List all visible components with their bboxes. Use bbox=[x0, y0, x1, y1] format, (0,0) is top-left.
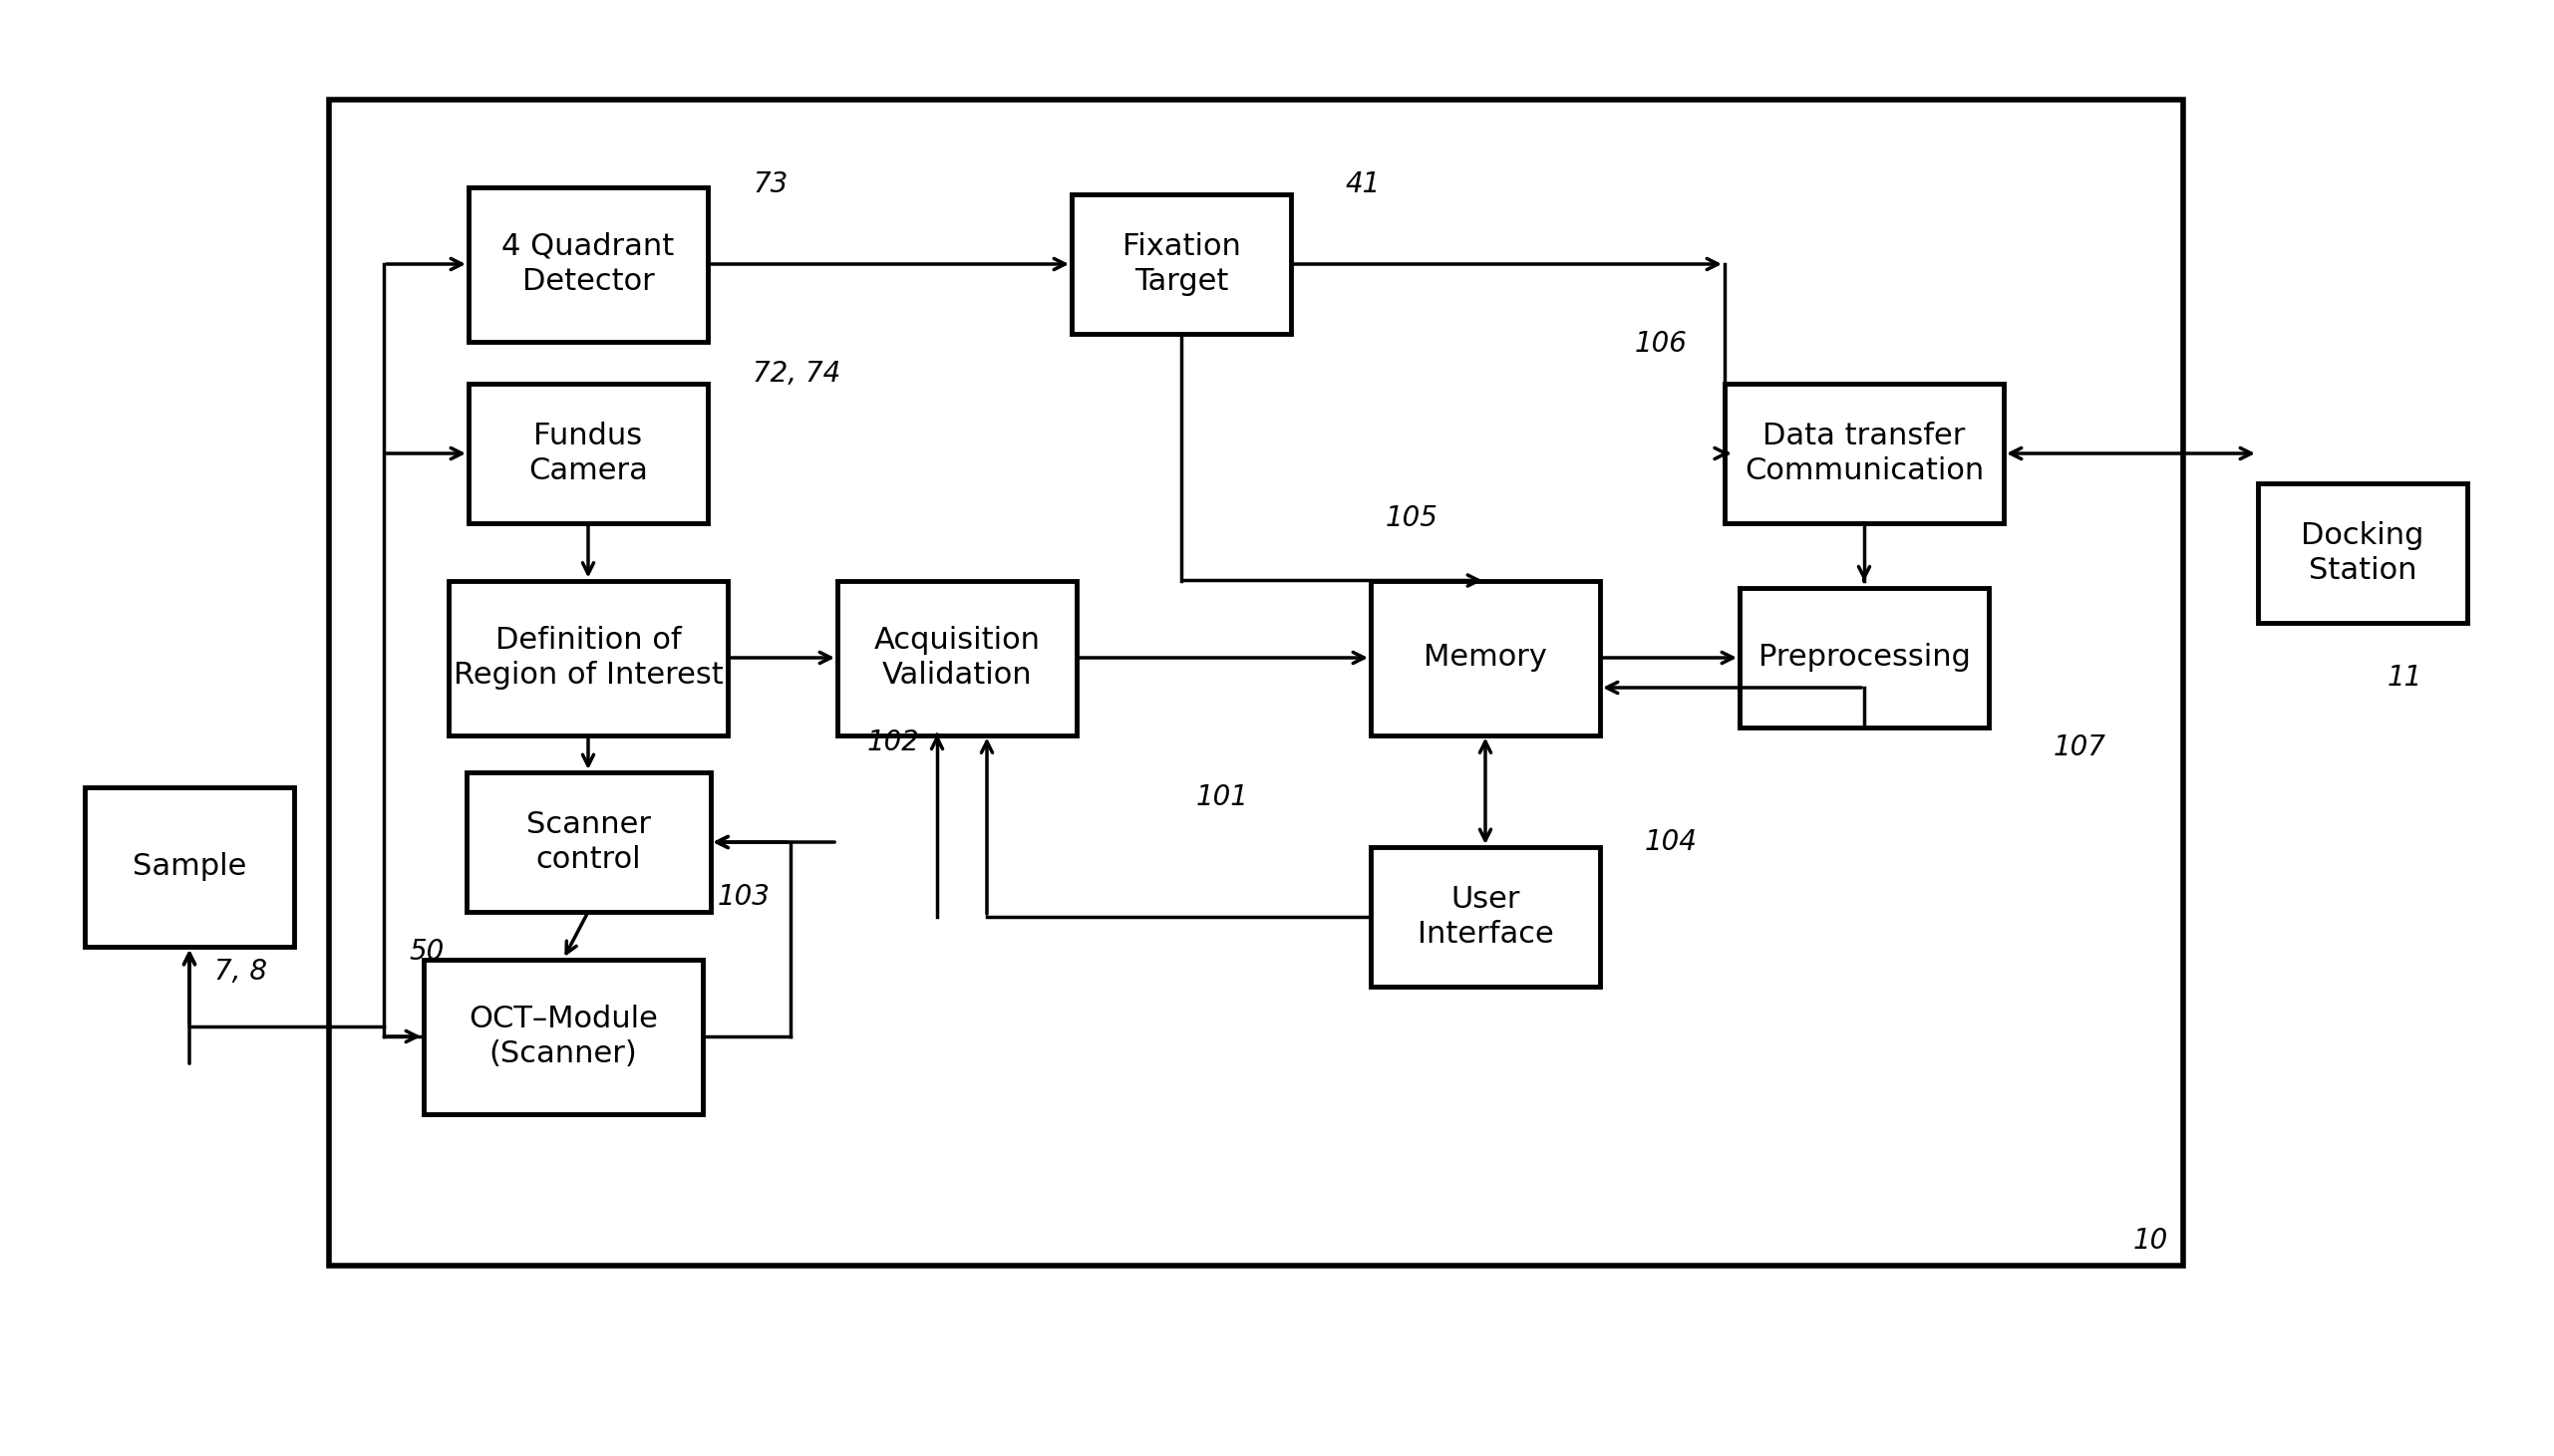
Text: 102: 102 bbox=[868, 728, 919, 757]
Text: 73: 73 bbox=[753, 170, 787, 198]
Text: Sample: Sample bbox=[133, 853, 245, 881]
Text: 4 Quadrant
Detector: 4 Quadrant Detector bbox=[501, 232, 674, 297]
Text: 104: 104 bbox=[1645, 828, 1698, 856]
Bar bbox=[1073, 194, 1290, 333]
Text: 10: 10 bbox=[2133, 1227, 2168, 1255]
Text: Acquisition
Validation: Acquisition Validation bbox=[873, 626, 1039, 690]
Text: Scanner
control: Scanner control bbox=[526, 810, 651, 875]
Text: 41: 41 bbox=[1346, 170, 1382, 198]
Bar bbox=[1371, 847, 1599, 987]
Text: 50: 50 bbox=[409, 938, 444, 965]
Text: Docking
Station: Docking Station bbox=[2301, 521, 2424, 585]
Text: 105: 105 bbox=[1387, 504, 1438, 533]
Bar bbox=[1724, 384, 2005, 523]
Text: Preprocessing: Preprocessing bbox=[1757, 644, 1969, 673]
Text: 11: 11 bbox=[2388, 664, 2424, 692]
Text: OCT–Module
(Scanner): OCT–Module (Scanner) bbox=[467, 1005, 659, 1069]
Text: Memory: Memory bbox=[1423, 644, 1548, 673]
Bar bbox=[465, 772, 710, 911]
Bar bbox=[467, 186, 707, 341]
Bar bbox=[467, 384, 707, 523]
Bar bbox=[450, 581, 728, 735]
Bar bbox=[424, 960, 702, 1114]
Text: Definition of
Region of Interest: Definition of Region of Interest bbox=[452, 626, 723, 690]
Text: User
Interface: User Interface bbox=[1417, 884, 1553, 949]
Text: 72, 74: 72, 74 bbox=[753, 360, 840, 387]
Text: 101: 101 bbox=[1195, 783, 1249, 811]
Bar bbox=[1371, 581, 1599, 735]
Text: 7, 8: 7, 8 bbox=[215, 958, 268, 986]
Text: 107: 107 bbox=[2053, 734, 2107, 761]
Text: Fundus
Camera: Fundus Camera bbox=[529, 421, 649, 486]
Bar bbox=[838, 581, 1078, 735]
Text: Fixation
Target: Fixation Target bbox=[1121, 232, 1241, 297]
Text: 106: 106 bbox=[1635, 331, 1688, 358]
Text: Data transfer
Communication: Data transfer Communication bbox=[1744, 421, 1984, 486]
Bar bbox=[329, 99, 2184, 1265]
Text: 103: 103 bbox=[718, 882, 771, 911]
Bar bbox=[2258, 483, 2467, 623]
Bar bbox=[1739, 588, 1990, 728]
Bar bbox=[84, 788, 294, 946]
